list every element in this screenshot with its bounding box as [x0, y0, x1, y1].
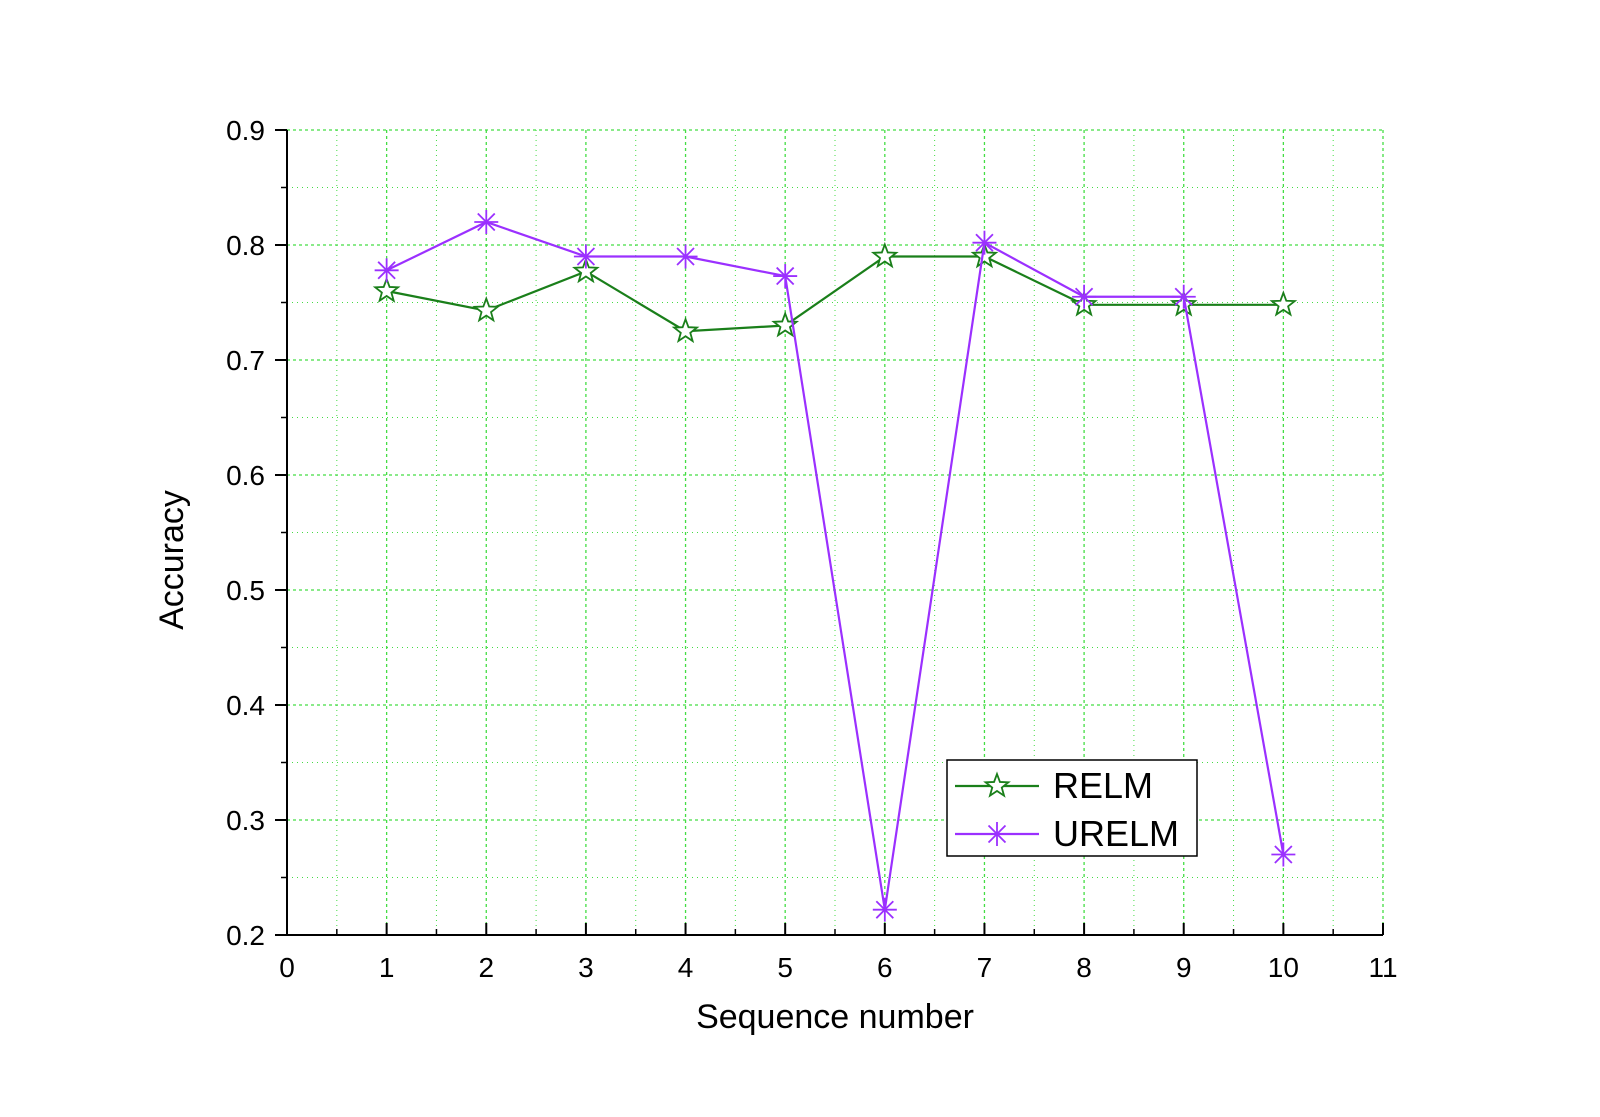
series-line-relm	[386, 255, 1284, 333]
data-point-relm	[970, 241, 999, 269]
x-tick-label: 11	[1368, 952, 1397, 983]
data-point-urelm	[474, 210, 499, 234]
data-point-urelm	[573, 244, 598, 269]
y-tick-label: 0.7	[226, 345, 265, 376]
y-tick-label: 0.9	[226, 115, 265, 146]
x-tick-label: 2	[478, 952, 494, 983]
legend: RELM URELM	[946, 759, 1198, 857]
y-axis-title: Accuracy	[153, 490, 191, 630]
data-point-urelm	[673, 244, 698, 269]
legend-marker-urelm	[985, 822, 1009, 846]
legend-marker-relm	[983, 771, 1011, 798]
series-urelm	[374, 210, 1296, 922]
data-point-urelm	[972, 230, 997, 255]
x-tick-label: 0	[279, 952, 295, 983]
legend-item-relm: RELM	[955, 765, 1153, 806]
x-tick-label: 3	[578, 952, 594, 983]
x-axis-title: Sequence number	[696, 998, 974, 1036]
y-tick-label: 0.6	[226, 460, 265, 491]
y-tick-label: 0.8	[226, 230, 265, 261]
series-line-urelm	[386, 220, 1285, 910]
data-point-relm	[870, 241, 899, 269]
grid	[286, 129, 1384, 936]
data-point-relm	[572, 256, 600, 284]
legend-label-urelm: URELM	[1053, 813, 1179, 854]
data-point-relm	[671, 316, 700, 344]
data-point-relm	[372, 276, 401, 303]
x-tick-label: 5	[777, 952, 793, 983]
y-tick-label: 0.2	[226, 920, 265, 951]
data-point-urelm	[1072, 284, 1097, 309]
series	[372, 210, 1298, 922]
x-tick-label: 6	[877, 952, 893, 983]
data-point-relm	[472, 295, 501, 323]
legend-box	[946, 759, 1198, 857]
y-tick-label: 0.3	[226, 805, 265, 836]
legend-label-relm: RELM	[1053, 765, 1153, 806]
data-point-urelm	[374, 258, 399, 283]
y-tick-label: 0.4	[226, 690, 265, 721]
data-point-urelm	[773, 264, 798, 289]
data-point-urelm	[1271, 842, 1296, 867]
y-tick-label: 0.5	[226, 575, 265, 606]
data-point-relm	[771, 310, 800, 338]
data-point-relm	[1269, 290, 1298, 317]
series-relm	[372, 241, 1298, 344]
ticks: 0 1 2 3 4 5 6 7 8 9 10 11 0.2 0.3 0.4 0.5 0.6 0.7 0.8 0.9	[226, 115, 1397, 983]
x-tick-label: 8	[1076, 952, 1092, 983]
x-tick-label: 1	[379, 952, 395, 983]
x-tick-label: 7	[977, 952, 993, 983]
data-point-urelm	[872, 897, 897, 922]
x-tick-label: 9	[1176, 952, 1192, 983]
x-tick-label: 10	[1268, 952, 1299, 983]
data-point-urelm	[1171, 284, 1196, 309]
x-tick-label: 4	[678, 952, 694, 983]
legend-item-urelm: URELM	[955, 813, 1179, 854]
